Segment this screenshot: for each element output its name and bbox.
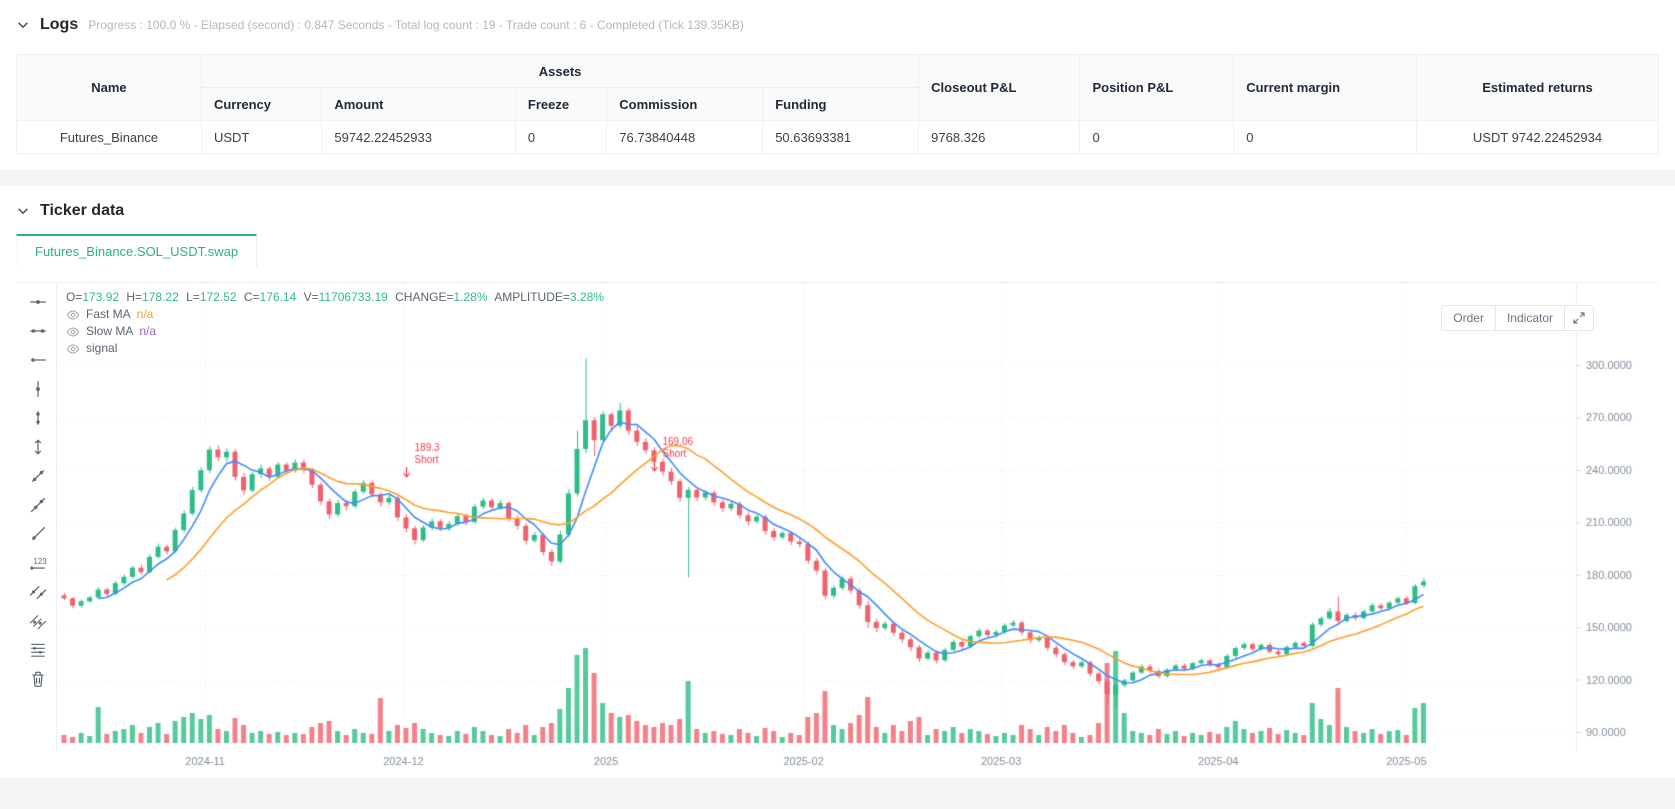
logs-header: Logs Progress : 100.0 % - Elapsed (secon… bbox=[16, 16, 1659, 34]
cell-commission: 76.73840448 bbox=[606, 120, 764, 154]
vertical-ray-icon[interactable] bbox=[29, 438, 47, 456]
trend-line-icon[interactable] bbox=[29, 496, 47, 514]
indicator-row-slow-ma: Slow MA n/a bbox=[66, 323, 608, 340]
drawing-toolbar: 123 bbox=[16, 283, 56, 773]
col-header-currency: Currency bbox=[200, 87, 323, 121]
col-group-assets: Assets bbox=[200, 54, 920, 88]
logs-section: Logs Progress : 100.0 % - Elapsed (secon… bbox=[0, 0, 1675, 170]
chart-button-group: Order Indicator bbox=[1441, 305, 1594, 331]
ticker-data-section: Ticker data Futures_Binance.SOL_USDT.swa… bbox=[0, 186, 1675, 778]
logs-progress-meta: Progress : 100.0 % - Elapsed (second) : … bbox=[88, 18, 744, 32]
collapse-logs-icon[interactable] bbox=[16, 18, 30, 32]
indicator-value: n/a bbox=[139, 324, 157, 338]
horizontal-segment-icon[interactable] bbox=[29, 322, 47, 340]
cell-freeze: 0 bbox=[514, 120, 608, 154]
chart-area: 123 O=173.92 H=178.22 L=172.52 C=176.14 … bbox=[16, 282, 1659, 773]
table-row: Futures_Binance USDT 59742.22452933 0 76… bbox=[16, 120, 1660, 154]
order-button[interactable]: Order bbox=[1442, 306, 1495, 330]
cell-funding: 50.63693381 bbox=[762, 120, 920, 154]
ray-line-icon[interactable] bbox=[29, 525, 47, 543]
col-header-funding: Funding bbox=[762, 87, 920, 121]
collapse-ticker-icon[interactable] bbox=[16, 204, 30, 218]
eye-icon[interactable] bbox=[66, 308, 80, 322]
cell-estimated-returns: USDT 9742.22452934 bbox=[1415, 120, 1660, 154]
cell-name: Futures_Binance bbox=[16, 120, 202, 154]
col-header-closeout-pnl: Closeout P&L bbox=[918, 54, 1081, 121]
tab-symbol[interactable]: Futures_Binance.SOL_USDT.swap bbox=[16, 234, 258, 268]
col-header-freeze: Freeze bbox=[514, 87, 608, 121]
chart-canvas-box: O=173.92 H=178.22 L=172.52 C=176.14 V=11… bbox=[56, 283, 1656, 773]
price-line-icon[interactable] bbox=[29, 293, 47, 311]
assets-table: Name Assets Closeout P&L Position P&L Cu… bbox=[16, 54, 1660, 154]
delete-icon[interactable] bbox=[29, 670, 47, 688]
indicator-row-signal: signal bbox=[66, 340, 608, 357]
fullscreen-icon[interactable] bbox=[1564, 306, 1593, 330]
col-header-estimated-returns: Estimated returns bbox=[1415, 54, 1660, 121]
parallel-channel-icon[interactable] bbox=[29, 612, 47, 630]
indicator-label: Slow MA bbox=[86, 324, 134, 338]
indicator-button[interactable]: Indicator bbox=[1494, 306, 1564, 330]
candlestick-chart-canvas[interactable] bbox=[56, 283, 1656, 773]
fibonacci-icon[interactable] bbox=[29, 641, 47, 659]
indicator-label: Fast MA bbox=[86, 307, 131, 321]
cell-closeout-pnl: 9768.326 bbox=[918, 120, 1081, 154]
col-header-amount: Amount bbox=[321, 87, 516, 121]
vertical-line-icon[interactable] bbox=[29, 380, 47, 398]
col-header-current-margin: Current margin bbox=[1233, 54, 1417, 121]
indicator-row-fast-ma: Fast MA n/a bbox=[66, 306, 608, 323]
eye-icon[interactable] bbox=[66, 342, 80, 356]
parallel-lines-icon[interactable] bbox=[29, 583, 47, 601]
horizontal-ray-icon[interactable] bbox=[29, 351, 47, 369]
logs-title: Logs bbox=[40, 16, 79, 33]
col-header-commission: Commission bbox=[606, 87, 764, 121]
cell-position-pnl: 0 bbox=[1079, 120, 1235, 154]
svg-text:123: 123 bbox=[34, 557, 48, 566]
cell-currency: USDT bbox=[200, 120, 323, 154]
indicator-label: signal bbox=[86, 341, 118, 355]
ticker-title: Ticker data bbox=[40, 202, 125, 219]
ticker-header: Ticker data bbox=[16, 202, 1659, 220]
vertical-segment-icon[interactable] bbox=[29, 409, 47, 427]
col-header-name: Name bbox=[16, 54, 202, 121]
indicator-value: n/a bbox=[136, 307, 154, 321]
trend-segment-icon[interactable] bbox=[29, 467, 47, 485]
price-label-icon[interactable]: 123 bbox=[29, 554, 47, 572]
cell-current-margin: 0 bbox=[1233, 120, 1417, 154]
cell-amount: 59742.22452933 bbox=[321, 120, 516, 154]
col-header-position-pnl: Position P&L bbox=[1079, 54, 1235, 121]
eye-icon[interactable] bbox=[66, 325, 80, 339]
